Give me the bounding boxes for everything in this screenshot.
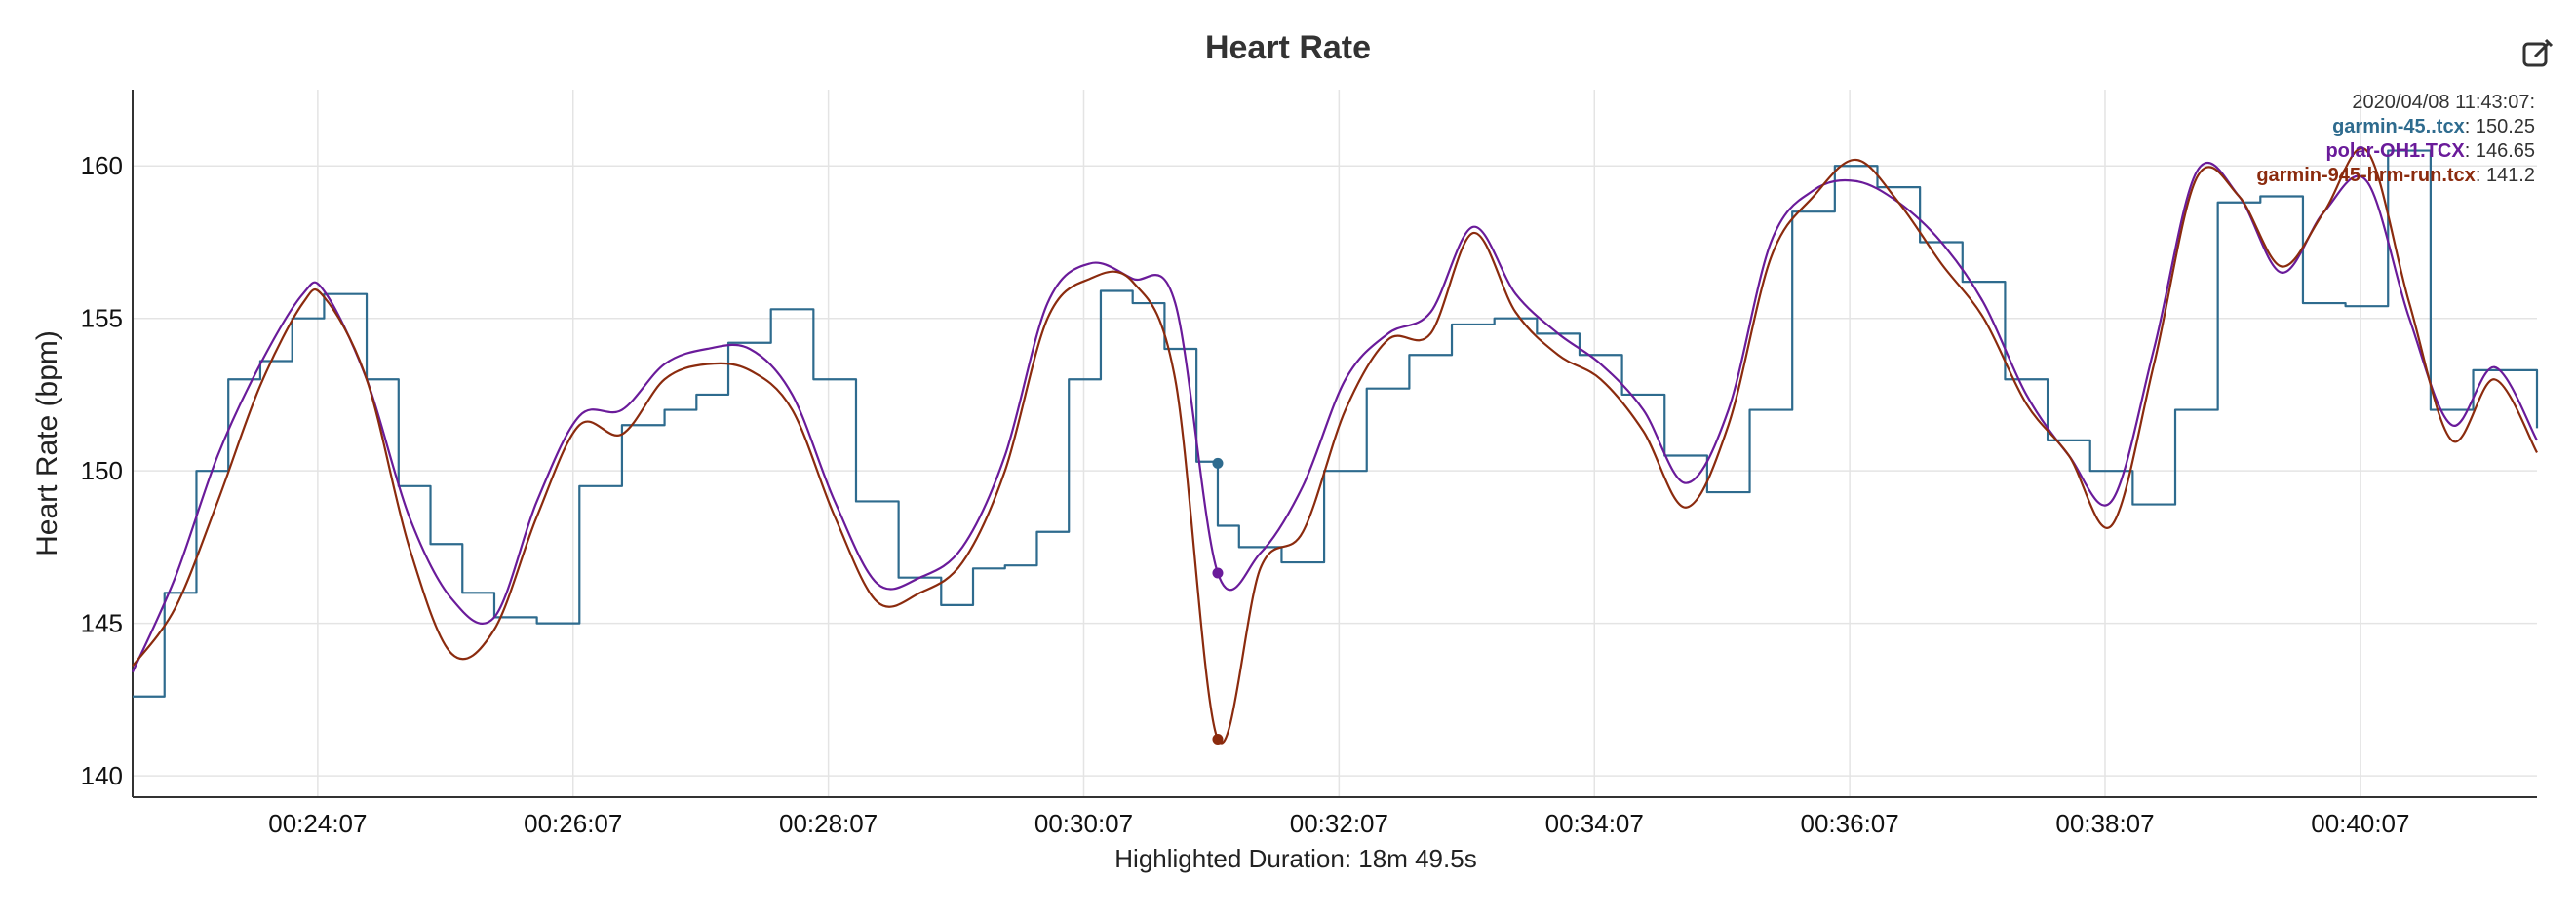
series-line-3 (132, 146, 2538, 745)
x-tick-label: 00:32:07 (1290, 809, 1388, 838)
y-tick-label: 160 (81, 151, 123, 180)
y-tick-label: 145 (81, 609, 123, 638)
x-tick-label: 00:38:07 (2055, 809, 2154, 838)
y-tick-label: 140 (81, 761, 123, 790)
x-tick-label: 00:36:07 (1801, 809, 1899, 838)
legend-row-garmin-45: garmin-45..tcx: 150.25 (2332, 116, 2535, 137)
y-tick-label: 150 (81, 456, 123, 485)
x-tick-label: 00:26:07 (524, 809, 622, 838)
legend-value-garmin-45: 150.25 (2475, 116, 2535, 137)
hover-legend: 2020/04/08 11:43:07: garmin-45..tcx: 150… (2256, 91, 2535, 188)
legend-name-garmin-945: garmin-945-hrm-run.tcx (2256, 165, 2476, 186)
highlight-point-2 (1212, 567, 1224, 579)
chart-title: Heart Rate (1204, 29, 1372, 66)
x-tick-label: 00:34:07 (1545, 809, 1644, 838)
series-line-1 (133, 149, 2539, 698)
legend-name-garmin-45: garmin-45..tcx (2332, 116, 2465, 137)
highlight-point-1 (1212, 457, 1224, 469)
x-tick-label: 00:40:07 (2311, 809, 2409, 838)
x-tick-label: 00:24:07 (268, 809, 367, 838)
edit-button[interactable] (2521, 37, 2555, 70)
legend-row-garmin-945: garmin-945-hrm-run.tcx: 141.2 (2256, 165, 2535, 186)
edit-icon (2522, 38, 2554, 67)
series-line-2 (131, 162, 2538, 673)
legend-name-polar-oh1: polar-OH1.TCX (2325, 140, 2465, 162)
y-axis-label: Heart Rate (bpm) (31, 330, 63, 556)
y-tick-label: 155 (81, 304, 123, 333)
x-tick-label: 00:28:07 (779, 809, 878, 838)
highlight-point-3 (1212, 734, 1224, 746)
hover-timestamp: 2020/04/08 11:43:07: (2352, 92, 2535, 113)
legend-row-polar-oh1: polar-OH1.TCX: 146.65 (2325, 140, 2535, 162)
x-axis-label: Highlighted Duration: 18m 49.5s (1114, 844, 1476, 873)
legend-value-polar-oh1: 146.65 (2475, 140, 2535, 162)
x-tick-label: 00:30:07 (1034, 809, 1133, 838)
legend-value-garmin-945: 141.2 (2485, 165, 2535, 186)
